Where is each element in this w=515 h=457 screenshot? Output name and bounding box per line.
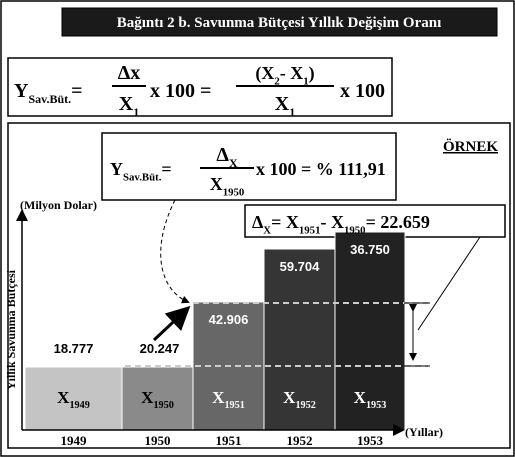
formula-part: - X [280,63,304,83]
formula-part: Δ [252,212,263,232]
formula-part: - X [320,212,344,232]
bar [121,366,194,431]
formula-part: Y [110,159,123,179]
formula-part: (X [255,63,274,84]
pointer-line [417,236,481,331]
formula-part: X [57,388,70,407]
formula-part: X [141,388,154,407]
formula-part: Δx [118,62,141,84]
x-tick-label: 1951 [216,433,242,448]
x-axis-label: (Yıllar) [405,425,443,439]
bar [24,366,123,431]
example-label: ÖRNEK [443,138,498,155]
arrow [152,305,191,342]
bar [334,231,406,431]
formula-text: X1949 [57,388,90,411]
formula-text: (X2- X1) [255,63,314,87]
formula-part: X [210,174,223,194]
formula-part: X [275,93,290,115]
formula-part: X [354,388,367,407]
subscript: 1952 [295,400,315,411]
formula-text: X1 [275,93,295,119]
subscript: X [263,224,271,236]
x-tick-label: 1949 [61,433,88,448]
formula-text: X1950 [210,174,245,198]
formula-text: X1952 [283,388,316,411]
formula-text: ΔX= X1951- X1950= 22.659 [252,212,430,236]
formula-part: = X [271,212,299,232]
subscript: 1953 [366,400,386,411]
formula-text: YSav.Büt.= [110,159,172,183]
subscript: 1950 [223,186,245,198]
formula-text: Δx [118,62,141,84]
formula-part: X [119,93,134,115]
bar-value: 36.750 [350,242,390,257]
subscript: 1950 [344,224,366,236]
bar-value: 20.247 [140,341,180,356]
formula-text: x 100 = % 111,91 [256,159,386,179]
bar [263,248,336,431]
x-tick-label: 1953 [357,433,384,448]
formula-part: x 100 [340,80,385,102]
formula-text: YSav.Büt.= [14,80,83,106]
subscript: 1950 [153,400,173,411]
formula-text: X1953 [354,388,387,411]
formula-part: X [212,388,225,407]
x-tick-label: 1950 [145,433,171,448]
x-tick-label: 1952 [287,433,313,448]
y-axis-label: (Milyon Dolar) [20,198,97,212]
bar-value: 42.906 [209,312,249,327]
formula-text: X1 [119,93,139,119]
subscript: 1949 [69,400,89,411]
formula-text: X1951 [212,388,245,411]
title-box [61,7,498,37]
formula-part: ) [309,63,315,84]
formula-text: X1950 [141,388,174,411]
subscript: X [229,156,238,170]
formula-part: x 100 = [150,80,211,102]
subscript: 1 [303,75,308,87]
bar-value: 59.704 [280,259,321,274]
subscript: 1 [289,105,295,119]
dashed-arrow [160,199,190,304]
bar-value: 18.777 [54,341,94,356]
formula-part: Y [14,80,29,102]
subscript: 1951 [224,400,244,411]
formula-part: = [71,80,82,102]
y-axis-title: Yıllık Savunma Bütçesi [4,269,18,390]
formula-part: Δ [216,144,229,166]
example-formula-box [101,132,397,201]
subscript: 2 [274,75,279,87]
formula-part: x 100 = % 111,91 [256,159,386,179]
subscript: 1951 [299,224,321,236]
title: Bağıntı 2 b. Savunma Bütçesi Yıllık Deği… [117,15,442,31]
subscript: 1 [133,105,139,119]
formula-part: = 22.659 [366,212,430,232]
subscript: Sav.Büt. [123,171,162,183]
formula-text: x 100 [340,80,385,102]
subscript: Sav.Büt. [28,92,71,106]
formula-part: X [283,388,296,407]
formula-text: ΔX [216,144,238,170]
formula-part: = [161,159,171,179]
formula-text: x 100 = [150,80,211,102]
